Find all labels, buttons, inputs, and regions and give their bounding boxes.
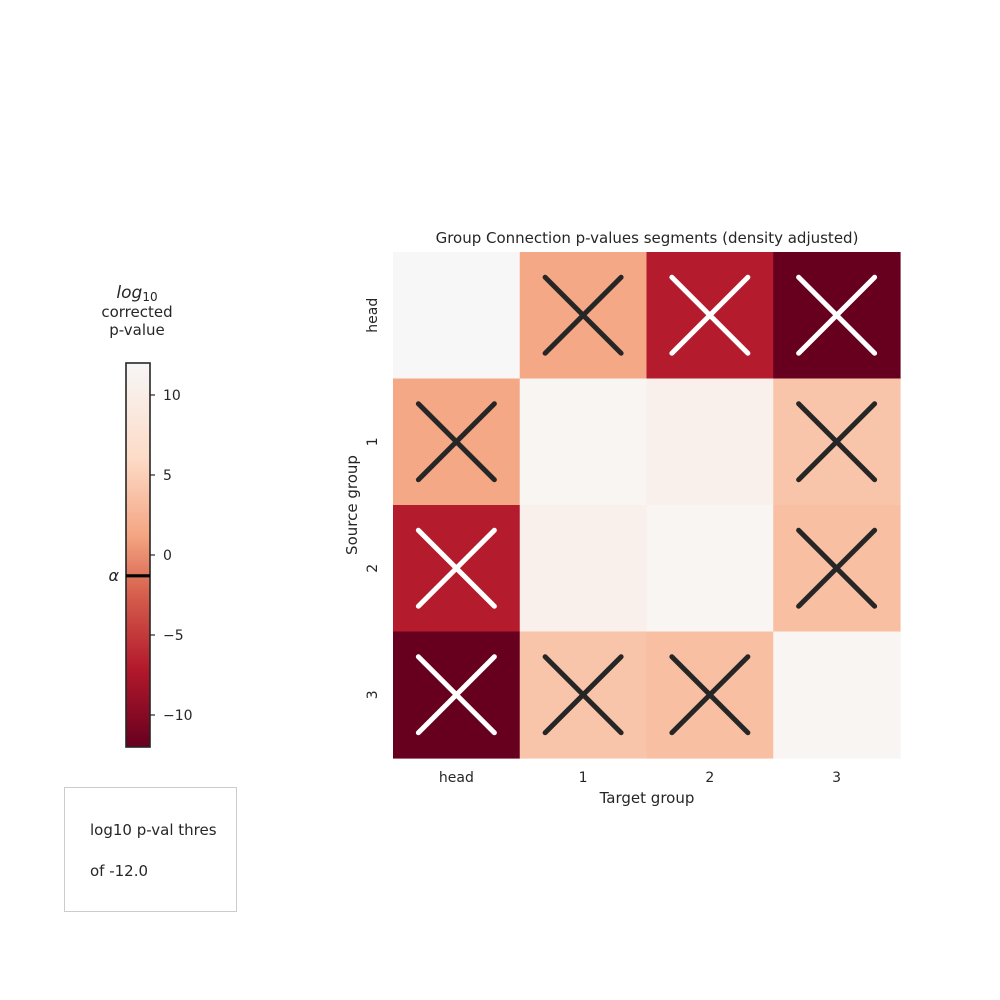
y-tick-label: head [365,298,381,333]
colorbar-label-line3: p-value [109,321,165,339]
cross-mark [796,527,878,609]
colorbar-gradient [125,362,151,748]
heatmap-cell [393,252,521,380]
colorbar-tick-label: 5 [163,468,172,484]
threshold-note-line2: of -12.0 [90,862,149,880]
cross-mark [796,401,878,483]
heatmap-cells [393,252,901,759]
cross-mark [669,274,751,356]
heatmap-cell [773,631,901,759]
heatmap-cell [519,505,648,633]
y-tick-label: 2 [365,564,381,573]
y-tick-label: 3 [365,690,381,699]
colorbar-tick-label: 10 [163,388,181,404]
cross-mark [415,527,497,609]
colorbar-tick-label: −10 [163,708,193,724]
y-tick-labels: head 1 2 3 [365,298,381,699]
colorbar-label-line2: corrected [101,303,172,321]
x-tick-label: head [439,770,474,786]
chart-title: Group Connection p-values segments (dens… [436,229,859,247]
heatmap-crosses [415,274,878,736]
colorbar-label-log-sub: 10 [142,290,157,304]
cross-mark [669,654,751,736]
y-axis-label: Source group [343,455,361,555]
colorbar-tick-label: −5 [163,628,184,644]
x-tick-labels: head 1 2 3 [439,770,841,786]
y-tick-label: 1 [365,437,381,446]
cross-mark [796,274,878,356]
heatmap-cell [519,378,648,506]
x-axis-label: Target group [599,789,695,807]
cross-mark [542,274,624,356]
colorbar-alpha-label: α [108,566,119,585]
cross-mark [415,401,497,483]
cross-mark [542,654,624,736]
colorbar-label-log-main: log [116,283,142,303]
colorbar-tick-label: 0 [163,548,172,564]
threshold-note-box: log10 p-val thres of -12.0 [64,787,237,912]
heatmap-cell [646,505,774,633]
x-tick-label: 1 [579,770,588,786]
colorbar-ticks: 10 5 0 −5 −10 [150,388,193,724]
threshold-note-line1: log10 p-val thres [90,821,217,839]
x-tick-label: 3 [832,770,841,786]
heatmap-cell [646,378,774,506]
x-tick-label: 2 [705,770,714,786]
colorbar-label-log: log10 [116,283,157,304]
cross-mark [415,654,497,736]
